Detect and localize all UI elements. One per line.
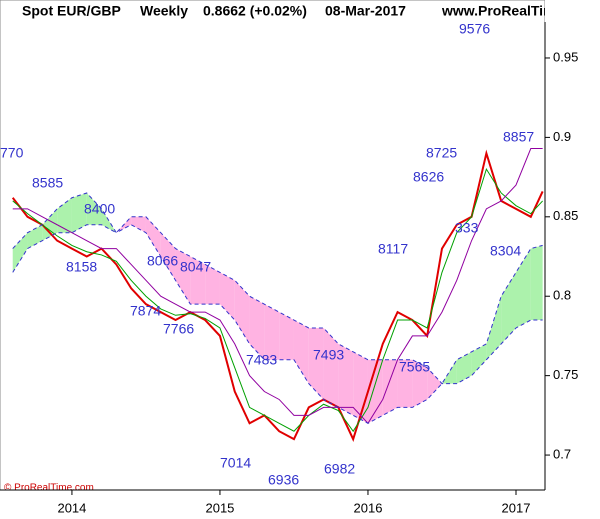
cloud-segment xyxy=(131,216,146,233)
cloud-segment xyxy=(12,232,28,273)
cloud-segment xyxy=(190,256,206,305)
annotation: 8400 xyxy=(84,201,115,217)
cloud-segment xyxy=(382,359,398,416)
x-tick-label: 2015 xyxy=(205,500,234,515)
cloud-segment xyxy=(145,216,161,257)
cloud-segment xyxy=(367,359,383,424)
cloud-segment xyxy=(27,224,43,249)
cloud-segment xyxy=(175,248,191,305)
cloud-segment xyxy=(293,320,309,384)
cloud-segment xyxy=(338,343,354,416)
annotation: 9576 xyxy=(459,21,490,37)
y-tick-label: 0.8 xyxy=(553,288,571,303)
annotation: 8304 xyxy=(490,243,521,259)
annotation: 8857 xyxy=(503,129,534,145)
x-tick-label: 2014 xyxy=(57,500,86,515)
annotation: 8626 xyxy=(413,169,444,185)
x-tick-label: 2017 xyxy=(502,500,531,515)
x-axis-area xyxy=(0,490,600,519)
annotation: 8047 xyxy=(180,259,211,275)
annotation: 7483 xyxy=(246,352,277,368)
copyright: © ProRealTime.com xyxy=(4,483,94,494)
annotation: 7874 xyxy=(130,303,161,319)
cloud-segment xyxy=(515,248,531,328)
cloud-segment xyxy=(397,359,413,408)
date: 08-Mar-2017 xyxy=(325,3,406,19)
chart-title: Spot EUR/GBP xyxy=(22,3,121,19)
chart-subtitle: Weekly xyxy=(140,3,188,19)
y-tick-label: 0.85 xyxy=(553,208,578,223)
cloud-segment xyxy=(308,327,324,400)
cloud-segment xyxy=(427,367,442,400)
cloud-segment xyxy=(486,296,502,360)
cloud-segment xyxy=(234,280,250,344)
series-line xyxy=(12,167,543,433)
y-tick-label: 0.95 xyxy=(553,49,578,64)
annotation: 8725 xyxy=(426,145,457,161)
cloud-segment xyxy=(323,327,339,408)
cloud-span xyxy=(12,192,543,424)
last-quote: 0.8662 (+0.02%) xyxy=(203,3,307,19)
cloud-segment xyxy=(116,216,132,233)
annotation: 6982 xyxy=(324,461,355,477)
y-axis-area xyxy=(545,0,600,519)
x-tick-label: 2016 xyxy=(354,500,383,515)
cloud-segment xyxy=(71,192,87,233)
cloud-segment xyxy=(264,304,280,360)
plot-area xyxy=(0,0,546,491)
annotation: 8158 xyxy=(66,259,97,275)
annotation: 333 xyxy=(455,220,479,236)
cloud-segment xyxy=(86,192,102,225)
cloud-segment xyxy=(249,296,265,360)
annotation: 770 xyxy=(0,145,24,161)
annotation: 7565 xyxy=(399,359,430,375)
annotation: 7014 xyxy=(220,455,251,471)
cloud-segment xyxy=(279,312,294,360)
annotation: 6936 xyxy=(268,472,299,488)
y-tick-label: 0.9 xyxy=(553,129,571,144)
cloud-segment xyxy=(441,359,457,384)
cloud-segment xyxy=(471,343,487,376)
cloud-span xyxy=(12,216,543,385)
y-tick-label: 0.75 xyxy=(553,367,578,382)
annotation: 8585 xyxy=(32,175,63,191)
cloud-segment xyxy=(205,264,220,305)
y-tick-label: 0.7 xyxy=(553,446,571,461)
cloud-segment xyxy=(456,351,472,384)
cloud-segment xyxy=(412,359,428,408)
cloud-segment xyxy=(101,208,117,233)
annotation: 7493 xyxy=(313,347,344,363)
annotation: 8066 xyxy=(147,253,178,269)
series-line xyxy=(12,148,543,425)
cloud-segment xyxy=(501,272,516,344)
annotation: 7766 xyxy=(163,321,194,337)
annotation: 8117 xyxy=(378,241,408,257)
cloud-segment xyxy=(530,245,543,321)
